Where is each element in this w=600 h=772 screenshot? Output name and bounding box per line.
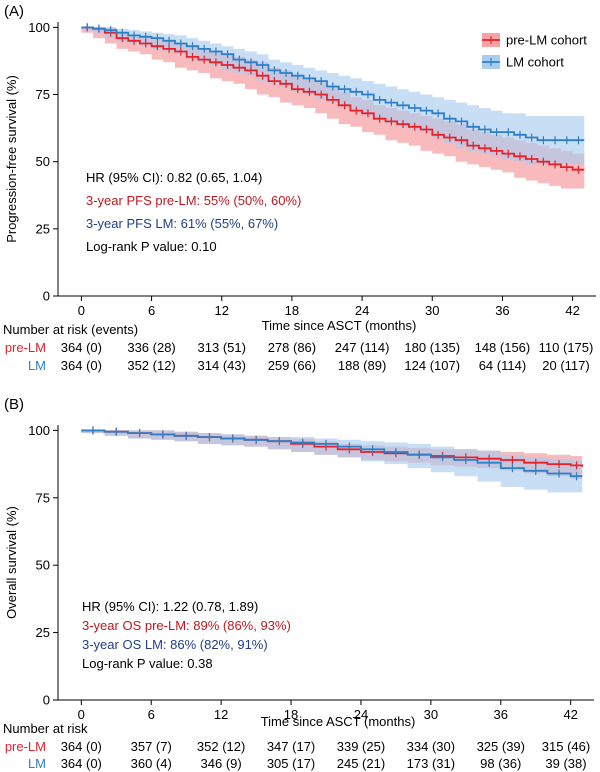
- y-tick-label: 100: [28, 20, 50, 35]
- risk-row-label: pre-LM: [5, 340, 46, 355]
- y-tick-label: 0: [43, 289, 50, 304]
- risk-cell: 347 (17): [267, 739, 315, 754]
- x-tick-label: 6: [148, 303, 155, 318]
- stats-annotation: Log-rank P value: 0.38: [82, 656, 213, 671]
- risk-table-title: Number at risk (events): [3, 322, 138, 337]
- stats-annotation: HR (95% CI): 0.82 (0.65, 1.04): [86, 170, 262, 185]
- risk-cell: 259 (66): [268, 358, 316, 373]
- risk-cell: 364 (0): [61, 340, 102, 355]
- x-tick-label: 12: [215, 303, 229, 318]
- panel-a: (A) 0 25 50 75 100 0 6 12 18 24 30 36 42 Progression-f…: [3, 3, 596, 373]
- x-tick-label: 18: [284, 707, 298, 722]
- x-tick-label: 24: [354, 707, 368, 722]
- y-tick-label: 100: [28, 423, 50, 438]
- y-tick-label: 0: [43, 693, 50, 708]
- risk-cell: 352 (12): [197, 739, 245, 754]
- y-axis-label: Progression-free survival (%): [4, 75, 19, 243]
- risk-cell: 124 (107): [404, 358, 460, 373]
- risk-cell: 315 (46): [542, 739, 590, 754]
- y-tick-label: 50: [36, 558, 50, 573]
- risk-cell: 364 (0): [61, 739, 102, 754]
- x-tick-label: 30: [424, 707, 438, 722]
- legend-entry: LM cohort: [506, 55, 564, 70]
- risk-cell: 110 (175): [539, 340, 594, 355]
- x-tick-label: 36: [494, 707, 508, 722]
- risk-cell: 325 (39): [477, 739, 525, 754]
- risk-cell: 314 (43): [198, 358, 246, 373]
- x-tick-label: 18: [285, 303, 299, 318]
- y-tick-label: 75: [36, 87, 50, 102]
- risk-cell: 336 (28): [127, 340, 175, 355]
- y-tick-label: 50: [36, 154, 50, 169]
- risk-cell: 360 (4): [131, 756, 172, 771]
- y-axis-label: Overall survival (%): [4, 506, 19, 619]
- x-tick-label: 0: [78, 303, 85, 318]
- risk-cell: 247 (114): [335, 340, 390, 355]
- risk-cell: 20 (117): [542, 358, 589, 373]
- y-tick-label: 75: [36, 490, 50, 505]
- panel-label: (A): [4, 3, 24, 20]
- x-axis-label: Time since ASCT (months): [262, 318, 417, 333]
- risk-cell: 278 (86): [268, 340, 316, 355]
- panel-label: (B): [4, 396, 24, 413]
- x-tick-label: 36: [495, 303, 509, 318]
- ci-band-lm: [81, 27, 585, 165]
- risk-cell: 305 (17): [267, 756, 315, 771]
- y-tick-label: 25: [36, 221, 50, 236]
- survival-line-lm: [81, 429, 583, 478]
- x-tick-label: 6: [148, 707, 155, 722]
- risk-cell: 245 (21): [337, 756, 385, 771]
- risk-cell: 364 (0): [61, 756, 102, 771]
- risk-row-label: LM: [28, 358, 46, 373]
- stats-annotation: HR (95% CI): 1.22 (0.78, 1.89): [82, 599, 258, 614]
- stats-annotation: 3-year OS pre-LM: 89% (86%, 93%): [82, 618, 291, 633]
- stats-annotation: Log-rank P value: 0.10: [86, 239, 217, 254]
- stats-annotation: 3-year OS LM: 86% (82%, 91%): [82, 637, 268, 652]
- risk-cell: 39 (38): [545, 756, 586, 771]
- risk-table-title: Number at risk: [3, 721, 88, 736]
- risk-cell: 148 (156): [475, 340, 531, 355]
- x-tick-label: 42: [565, 303, 579, 318]
- y-tick-label: 25: [36, 625, 50, 640]
- risk-cell: 180 (135): [404, 340, 460, 355]
- legend-entry: pre-LM cohort: [506, 33, 587, 48]
- panel-b: (B) 0 25 50 75 100 0 6 12 18 24 30 36 42 Overall survi…: [3, 396, 594, 771]
- risk-row-label: LM: [28, 756, 46, 771]
- risk-row-label: pre-LM: [5, 739, 46, 754]
- risk-cell: 64 (114): [479, 358, 526, 373]
- risk-cell: 173 (31): [407, 756, 455, 771]
- risk-cell: 352 (12): [127, 358, 175, 373]
- risk-cell: 339 (25): [337, 739, 385, 754]
- risk-cell: 313 (51): [198, 340, 246, 355]
- risk-cell: 188 (89): [338, 358, 386, 373]
- stats-annotation: 3-year PFS pre-LM: 55% (50%, 60%): [86, 193, 301, 208]
- risk-cell: 334 (30): [407, 739, 455, 754]
- ci-band-pre-lm: [81, 27, 585, 189]
- stats-annotation: 3-year PFS LM: 61% (55%, 67%): [86, 216, 278, 231]
- ci-band-lm: [81, 430, 583, 493]
- risk-cell: 346 (9): [201, 756, 242, 771]
- x-tick-label: 12: [214, 707, 228, 722]
- risk-cell: 364 (0): [61, 358, 102, 373]
- x-axis-label: Time since ASCT (months): [261, 714, 416, 729]
- x-tick-label: 24: [355, 303, 369, 318]
- x-tick-label: 42: [563, 707, 577, 722]
- risk-cell: 357 (7): [131, 739, 172, 754]
- x-tick-label: 0: [78, 707, 85, 722]
- risk-cell: 98 (36): [480, 756, 521, 771]
- x-tick-label: 30: [425, 303, 439, 318]
